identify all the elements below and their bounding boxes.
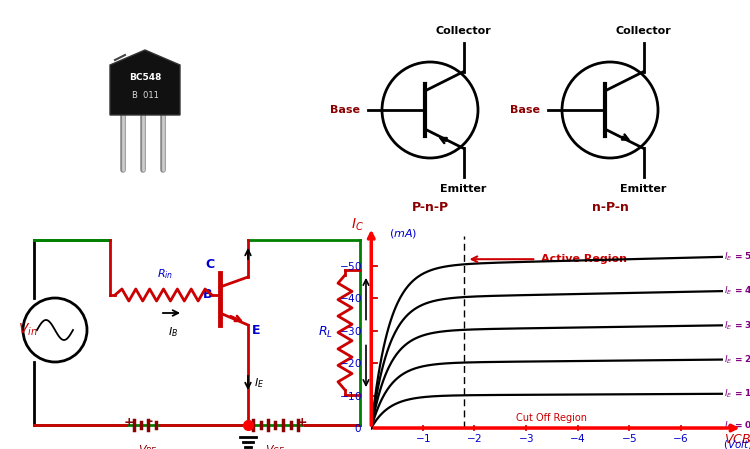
Text: $R_L$: $R_L$ — [318, 325, 333, 340]
Text: Emitter: Emitter — [620, 185, 667, 194]
Text: BC548: BC548 — [129, 74, 161, 83]
Text: B  011: B 011 — [131, 91, 158, 100]
Text: $V_{BE}$: $V_{BE}$ — [138, 443, 158, 449]
Text: $0$: $0$ — [354, 422, 362, 434]
Text: $I_E$: $I_E$ — [254, 376, 264, 390]
Text: Base: Base — [511, 105, 541, 115]
Text: $I_C$: $I_C$ — [351, 217, 364, 233]
Text: $I_E$ = 30mA: $I_E$ = 30mA — [724, 319, 750, 332]
Text: P-n-P: P-n-P — [412, 201, 448, 214]
Text: Collector: Collector — [436, 26, 491, 35]
Text: Emitter: Emitter — [440, 185, 487, 194]
Text: $(Volt)$: $(Volt)$ — [722, 438, 750, 449]
Text: $V_{CE}$: $V_{CE}$ — [265, 443, 285, 449]
Text: $I_B$: $I_B$ — [168, 325, 178, 339]
Polygon shape — [110, 50, 180, 115]
Text: E: E — [252, 323, 260, 336]
Text: -: - — [148, 415, 152, 428]
Text: B: B — [202, 289, 212, 301]
Text: $-1$: $-1$ — [415, 432, 431, 444]
Text: $I_E$ = 20mA: $I_E$ = 20mA — [724, 353, 750, 366]
Text: Active Region: Active Region — [542, 254, 628, 264]
Text: $I_E$ = 10mA: $I_E$ = 10mA — [724, 387, 750, 400]
Text: Base: Base — [331, 105, 361, 115]
Text: $-20$: $-20$ — [339, 357, 362, 369]
Text: C: C — [206, 259, 215, 272]
Text: $I_E$ = 50mA: $I_E$ = 50mA — [724, 251, 750, 263]
Text: $V_{in}$: $V_{in}$ — [18, 322, 38, 338]
Text: n-P-n: n-P-n — [592, 201, 628, 214]
Text: $V_{out}$: $V_{out}$ — [368, 325, 393, 340]
Text: $-2$: $-2$ — [466, 432, 482, 444]
Text: $-3$: $-3$ — [518, 432, 534, 444]
Text: $-30$: $-30$ — [339, 325, 362, 337]
Text: $-40$: $-40$ — [339, 292, 362, 304]
Text: $-6$: $-6$ — [672, 432, 689, 444]
Text: +: + — [124, 415, 134, 428]
Text: +: + — [297, 415, 307, 428]
Text: $-4$: $-4$ — [569, 432, 586, 444]
Text: Collector: Collector — [616, 26, 671, 35]
Text: $R_{in}$: $R_{in}$ — [157, 267, 173, 281]
Text: Cut Off Region: Cut Off Region — [516, 413, 587, 423]
Text: $VCB$: $VCB$ — [724, 433, 750, 446]
Text: $I_E$ = 0mA: $I_E$ = 0mA — [724, 419, 750, 431]
Text: $-10$: $-10$ — [339, 390, 362, 401]
Text: $-5$: $-5$ — [621, 432, 638, 444]
Text: $-50$: $-50$ — [339, 260, 362, 272]
Text: $(mA)$: $(mA)$ — [389, 227, 418, 240]
Text: $I_E$ = 40mA: $I_E$ = 40mA — [724, 285, 750, 297]
Text: -: - — [245, 415, 250, 428]
